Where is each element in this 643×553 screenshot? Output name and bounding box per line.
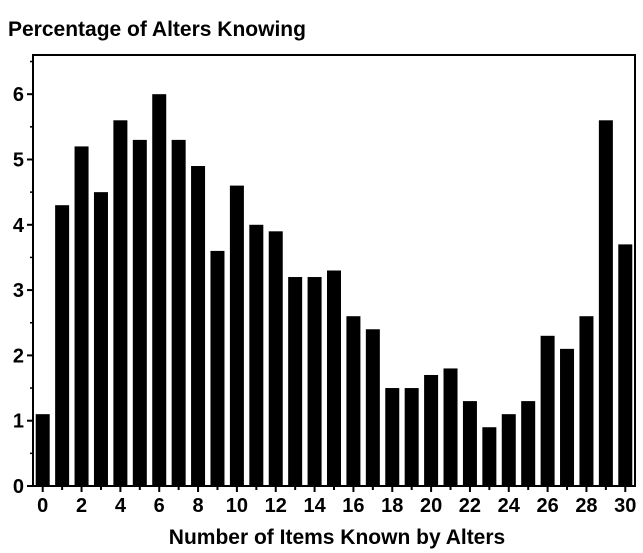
x-tick-label-24: 24 xyxy=(498,495,521,517)
bar-23 xyxy=(482,427,497,486)
x-tick-label-26: 26 xyxy=(536,495,558,517)
y-tick-label-1: 1 xyxy=(13,411,24,433)
y-tick-label-4: 4 xyxy=(13,215,25,237)
x-tick-label-4: 4 xyxy=(115,495,127,517)
bar-26 xyxy=(540,335,555,486)
x-tick-label-28: 28 xyxy=(575,495,597,517)
bar-24 xyxy=(501,414,516,486)
bar-25 xyxy=(521,401,536,486)
y-tick-label-5: 5 xyxy=(13,149,24,171)
x-tick-label-0: 0 xyxy=(37,495,48,517)
bar-18 xyxy=(385,388,400,486)
x-tick-label-20: 20 xyxy=(420,495,442,517)
bar-8 xyxy=(191,166,206,486)
x-tick-label-22: 22 xyxy=(459,495,481,517)
bar-21 xyxy=(443,368,458,486)
bar-0 xyxy=(35,414,50,486)
bar-3 xyxy=(93,192,108,486)
bar-15 xyxy=(327,270,341,486)
y-axis: 0 1 2 3 4 5 6 xyxy=(13,60,33,498)
x-tick-label-12: 12 xyxy=(265,495,287,517)
x-tick-label-8: 8 xyxy=(193,495,204,517)
x-tick-label-18: 18 xyxy=(381,495,403,517)
y-tick-label-0: 0 xyxy=(13,476,24,498)
bar-28 xyxy=(579,316,594,486)
y-tick-label-3: 3 xyxy=(13,280,24,302)
x-tick-label-2: 2 xyxy=(76,495,87,517)
chart-title: Percentage of Alters Knowing xyxy=(8,18,306,41)
bar-11 xyxy=(249,224,264,487)
bar-9 xyxy=(210,250,225,486)
bar-27 xyxy=(560,348,575,486)
x-axis: 0 2 4 6 8 10 12 14 16 18 20 22 24 26 28 30 xyxy=(37,486,636,517)
bar-19 xyxy=(404,388,419,486)
x-tick-label-10: 10 xyxy=(226,495,248,517)
bar-16 xyxy=(346,316,361,486)
x-tick-label-6: 6 xyxy=(154,495,165,517)
bar-22 xyxy=(462,401,477,486)
x-tick-label-14: 14 xyxy=(303,495,326,517)
bar-13 xyxy=(288,277,303,486)
bar-4 xyxy=(113,120,128,487)
bar-10 xyxy=(229,185,244,487)
y-tick-label-6: 6 xyxy=(13,84,24,106)
x-tick-label-16: 16 xyxy=(342,495,364,517)
x-tick-label-30: 30 xyxy=(614,495,636,517)
bar-14 xyxy=(307,277,322,486)
x-axis-label: Number of Items Known by Alters xyxy=(169,526,505,549)
bar-1 xyxy=(55,205,70,486)
bar-12 xyxy=(268,231,283,486)
bar-2 xyxy=(74,146,89,487)
bars-group xyxy=(35,94,633,487)
bar-17 xyxy=(365,329,380,486)
bar-5 xyxy=(132,139,147,486)
bar-30 xyxy=(618,244,633,486)
bar-7 xyxy=(171,139,186,486)
y-tick-label-2: 2 xyxy=(13,345,24,367)
bar-6 xyxy=(152,94,167,487)
bar-29 xyxy=(598,120,613,487)
bar-20 xyxy=(424,374,439,486)
